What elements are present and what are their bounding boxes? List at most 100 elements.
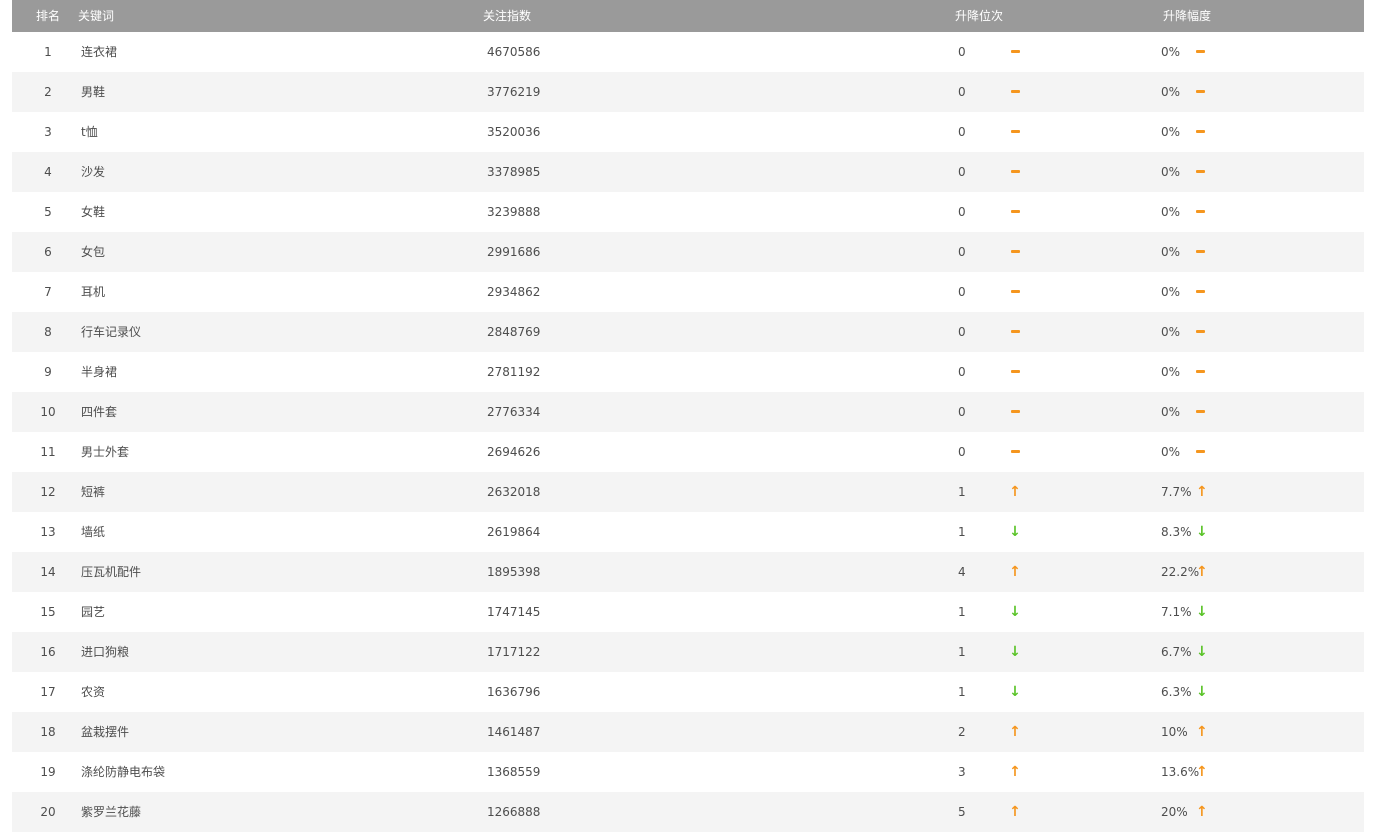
pct-change-value: 0% <box>1161 205 1181 219</box>
table-row[interactable]: 3 t恤 3520036 0 0% <box>12 112 1364 152</box>
table-row[interactable]: 16 进口狗粮 1717122 1 ↓ 6.7% ↓ <box>12 632 1364 672</box>
table-row[interactable]: 7 耳机 2934862 0 0% <box>12 272 1364 312</box>
table-row[interactable]: 14 压瓦机配件 1895398 4 ↑ 22.2% ↑ <box>12 552 1364 592</box>
pct-change-value: 0% <box>1161 405 1181 419</box>
pct-change-value: 0% <box>1161 445 1181 459</box>
rank-change-icon <box>1006 32 1024 72</box>
keyword-cell: 四件套 <box>81 405 118 419</box>
pct-change-value: 6.3% <box>1161 685 1192 699</box>
pct-change-icon <box>1196 432 1214 472</box>
flat-dash-icon <box>1010 450 1020 453</box>
down-arrow-icon: ↓ <box>1196 644 1208 660</box>
up-arrow-icon: ↑ <box>1196 564 1208 580</box>
flat-dash-icon <box>1196 210 1205 213</box>
rank-change-value: 0 <box>958 205 966 219</box>
table-row[interactable]: 20 紫罗兰花藤 1266888 5 ↑ 20% ↑ <box>12 792 1364 832</box>
keyword-cell: 女包 <box>81 245 106 259</box>
table-row[interactable]: 4 沙发 3378985 0 0% <box>12 152 1364 192</box>
table-row[interactable]: 19 涤纶防静电布袋 1368559 3 ↑ 13.6% ↑ <box>12 752 1364 792</box>
keyword-cell: 农资 <box>81 685 106 699</box>
table-row[interactable]: 1 连衣裙 4670586 0 0% <box>12 32 1364 72</box>
index-cell: 2632018 <box>487 485 541 499</box>
index-cell: 2776334 <box>487 405 541 419</box>
rank-change-icon <box>1006 72 1024 112</box>
table-row[interactable]: 5 女鞋 3239888 0 0% <box>12 192 1364 232</box>
up-arrow-icon: ↑ <box>1196 724 1208 740</box>
index-cell: 2991686 <box>487 245 541 259</box>
index-cell: 1636796 <box>487 685 541 699</box>
table-row[interactable]: 6 女包 2991686 0 0% <box>12 232 1364 272</box>
keyword-cell: 耳机 <box>81 285 106 299</box>
col-header-keyword: 关键词 <box>78 9 115 23</box>
pct-change-value: 22.2% <box>1161 565 1200 579</box>
rank-cell: 10 <box>40 405 56 419</box>
table-row[interactable]: 18 盆栽摆件 1461487 2 ↑ 10% ↑ <box>12 712 1364 752</box>
rank-change-value: 0 <box>958 365 966 379</box>
rank-cell: 19 <box>40 765 56 779</box>
pct-change-value: 10% <box>1161 725 1188 739</box>
keyword-cell: 盆栽摆件 <box>81 725 130 739</box>
table-row[interactable]: 8 行车记录仪 2848769 0 0% <box>12 312 1364 352</box>
rank-change-value: 0 <box>958 165 966 179</box>
rank-change-value: 0 <box>958 125 966 139</box>
table-row[interactable]: 11 男士外套 2694626 0 0% <box>12 432 1364 472</box>
rank-change-icon <box>1006 392 1024 432</box>
up-arrow-icon: ↑ <box>1196 764 1208 780</box>
rank-change-icon <box>1006 432 1024 472</box>
col-header-rank: 排名 <box>35 9 60 23</box>
table-row[interactable]: 2 男鞋 3776219 0 0% <box>12 72 1364 112</box>
flat-dash-icon <box>1196 250 1205 253</box>
up-arrow-icon: ↑ <box>1009 484 1021 500</box>
table-row[interactable]: 15 园艺 1747145 1 ↓ 7.1% ↓ <box>12 592 1364 632</box>
rank-change-value: 3 <box>958 765 966 779</box>
table-header-row: 排名 关键词 关注指数 升降位次 升降幅度 <box>12 0 1364 32</box>
pct-change-value: 20% <box>1161 805 1188 819</box>
flat-dash-icon <box>1010 370 1020 373</box>
flat-dash-icon <box>1196 410 1205 413</box>
rank-cell: 7 <box>44 285 52 299</box>
keyword-cell: 墙纸 <box>81 525 106 539</box>
rank-change-icon <box>1006 232 1024 272</box>
index-cell: 2934862 <box>487 285 541 299</box>
pct-change-value: 0% <box>1161 365 1181 379</box>
table-row[interactable]: 12 短裤 2632018 1 ↑ 7.7% ↑ <box>12 472 1364 512</box>
keyword-cell: 压瓦机配件 <box>81 565 142 579</box>
table-row[interactable]: 17 农资 1636796 1 ↓ 6.3% ↓ <box>12 672 1364 712</box>
table-row[interactable]: 9 半身裙 2781192 0 0% <box>12 352 1364 392</box>
rank-cell: 4 <box>44 165 52 179</box>
pct-change-icon <box>1196 32 1214 72</box>
keyword-cell: 女鞋 <box>81 205 106 219</box>
rank-change-value: 1 <box>958 525 966 539</box>
rank-change-icon <box>1006 272 1024 312</box>
flat-dash-icon <box>1010 410 1020 413</box>
rank-cell: 11 <box>40 445 56 459</box>
pct-change-value: 6.7% <box>1161 645 1192 659</box>
rank-change-value: 0 <box>958 325 966 339</box>
rank-cell: 20 <box>40 805 56 819</box>
pct-change-value: 8.3% <box>1161 525 1192 539</box>
pct-change-icon <box>1196 352 1214 392</box>
flat-dash-icon <box>1196 50 1205 53</box>
index-cell: 1717122 <box>487 645 541 659</box>
rank-cell: 8 <box>44 325 52 339</box>
rank-change-icon <box>1006 112 1024 152</box>
rank-change-icon <box>1006 152 1024 192</box>
up-arrow-icon: ↑ <box>1009 724 1021 740</box>
flat-dash-icon <box>1010 290 1020 293</box>
rank-change-value: 0 <box>958 85 966 99</box>
rank-cell: 18 <box>40 725 56 739</box>
rank-change-value: 1 <box>958 605 966 619</box>
index-cell: 2619864 <box>487 525 541 539</box>
flat-dash-icon <box>1196 170 1205 173</box>
keyword-cell: 行车记录仪 <box>81 325 142 339</box>
keyword-cell: 男士外套 <box>81 445 130 459</box>
index-cell: 3776219 <box>487 85 541 99</box>
pct-change-icon <box>1196 312 1214 352</box>
rank-cell: 15 <box>40 605 56 619</box>
table-row[interactable]: 10 四件套 2776334 0 0% <box>12 392 1364 432</box>
index-cell: 2781192 <box>487 365 541 379</box>
flat-dash-icon <box>1010 90 1020 93</box>
rank-change-value: 0 <box>958 285 966 299</box>
pct-change-icon <box>1196 112 1214 152</box>
table-row[interactable]: 13 墙纸 2619864 1 ↓ 8.3% ↓ <box>12 512 1364 552</box>
